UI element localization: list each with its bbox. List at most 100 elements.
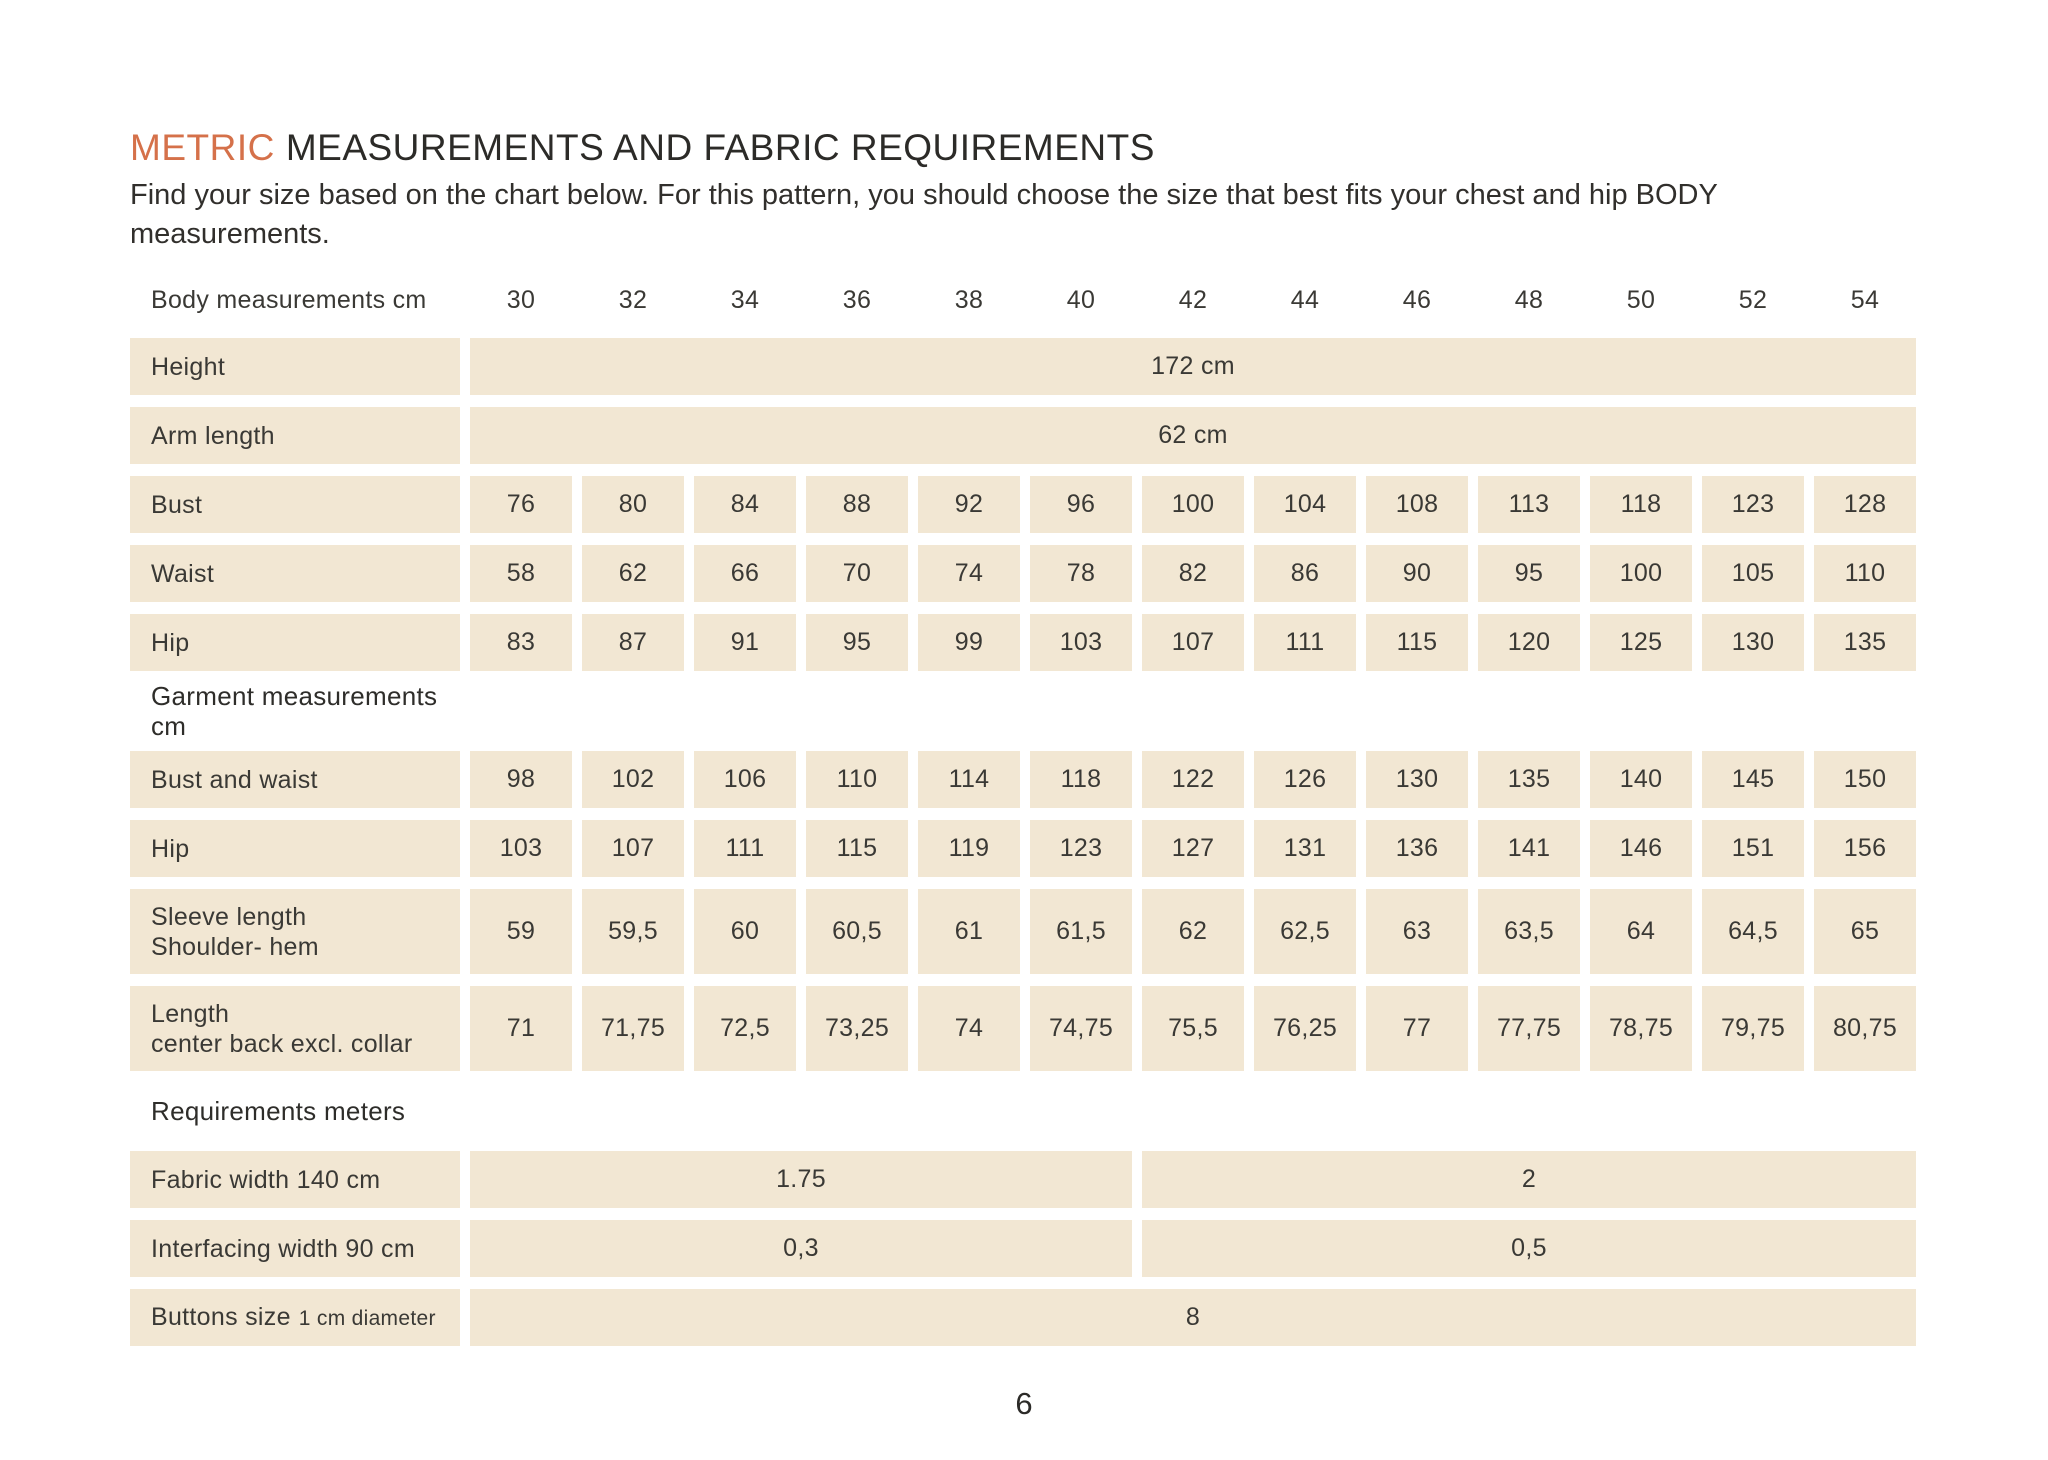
value-cell: 103 bbox=[1030, 614, 1132, 671]
row-label-line: Height bbox=[151, 352, 225, 382]
value-cell: 120 bbox=[1478, 614, 1580, 671]
value-cell: 146 bbox=[1590, 820, 1692, 877]
row-label: Body measurements cm bbox=[151, 286, 427, 314]
table-row: Body measurements cm 30 32 34 36 38 40 42 44 46 48… bbox=[130, 278, 1916, 322]
value-cell: 80,75 bbox=[1814, 986, 1916, 1071]
value-cell: 106 bbox=[694, 751, 796, 808]
row-label: Height bbox=[151, 352, 226, 381]
table-row: Length center back excl. collar 71 71,75 72,… bbox=[130, 986, 1916, 1071]
value-cell: 72,5 bbox=[694, 986, 796, 1071]
row-label: Waist bbox=[151, 559, 215, 588]
value-cell: 150 bbox=[1814, 751, 1916, 808]
row-label-2: Shoulder- hem bbox=[151, 932, 319, 961]
value-cell: 82 bbox=[1142, 545, 1244, 602]
value-cell: 74,75 bbox=[1030, 986, 1132, 1071]
value-cell: 71 bbox=[470, 986, 572, 1071]
value-cell: 64,5 bbox=[1702, 889, 1804, 974]
row-label-line: Buttons size 1 cm diameter bbox=[151, 1302, 436, 1334]
table-row: Height 172 cm bbox=[130, 338, 1916, 395]
value-cell: 74 bbox=[918, 545, 1020, 602]
value-cell: 110 bbox=[1814, 545, 1916, 602]
value-cell: 66 bbox=[694, 545, 796, 602]
row-label-cell: Requirements meters bbox=[130, 1083, 460, 1139]
value-cell: 87 bbox=[582, 614, 684, 671]
table-row: Bust 76 80 84 88 92 96 100 104 108 113 118 123 128 bbox=[130, 476, 1916, 533]
value-cell: 125 bbox=[1590, 614, 1692, 671]
value-cell: 135 bbox=[1478, 751, 1580, 808]
value-span-cell: 172 cm bbox=[470, 338, 1916, 395]
table-row: Waist 58 62 66 70 74 78 82 86 90 95 100 105 110 bbox=[130, 545, 1916, 602]
row-label: Bust and waist bbox=[151, 765, 318, 794]
value-cell: 95 bbox=[806, 614, 908, 671]
subtitle-line-2: measurements. bbox=[130, 218, 330, 250]
table-row: Hip 103 107 111 115 119 123 127 131 136 141 146 151 1… bbox=[130, 820, 1916, 877]
size-header-cell: 40 bbox=[1066, 285, 1096, 314]
value-cell: 98 bbox=[470, 751, 572, 808]
value-cell: 77 bbox=[1366, 986, 1468, 1071]
row-label: Hip bbox=[151, 834, 190, 863]
value-cell: 96 bbox=[1030, 476, 1132, 533]
value-span-right-cell: 2 bbox=[1142, 1151, 1916, 1208]
row-label: Length bbox=[151, 999, 230, 1028]
row-label-cell: Arm length bbox=[130, 407, 460, 464]
row-label-line: Interfacing width 90 cm bbox=[151, 1234, 415, 1264]
value-cell: 107 bbox=[582, 820, 684, 877]
subtitle-line-1: Find your size based on the chart below.… bbox=[130, 179, 1718, 211]
size-header-cell: 42 bbox=[1178, 285, 1208, 314]
row-label: Fabric width 140 cm bbox=[151, 1165, 381, 1194]
value-cell: 108 bbox=[1366, 476, 1468, 533]
value-cell: 99 bbox=[918, 614, 1020, 671]
value-cell: 110 bbox=[806, 751, 908, 808]
row-label-line: Waist bbox=[151, 559, 214, 589]
value-cell: 100 bbox=[1142, 476, 1244, 533]
row-label-line: Hip bbox=[151, 834, 189, 864]
value-cell: 65 bbox=[1814, 889, 1916, 974]
row-label-cell: Hip bbox=[130, 614, 460, 671]
value-cell: 118 bbox=[1590, 476, 1692, 533]
value-cell: 58 bbox=[470, 545, 572, 602]
value-cell: 70 bbox=[806, 545, 908, 602]
value-cell: 78,75 bbox=[1590, 986, 1692, 1071]
value-cell: 113 bbox=[1478, 476, 1580, 533]
row-label-line: Hip bbox=[151, 628, 189, 658]
value-cell: 103 bbox=[470, 820, 572, 877]
row-label-cell: Bust and waist bbox=[130, 751, 460, 808]
row-label: Hip bbox=[151, 628, 190, 657]
value-cell: 130 bbox=[1702, 614, 1804, 671]
page-content: METRIC MEASUREMENTS AND FABRIC REQUIREMEN… bbox=[130, 126, 1916, 1358]
row-label-line-2: Shoulder- hem bbox=[151, 932, 319, 962]
value-cell: 62 bbox=[582, 545, 684, 602]
value-cell: 127 bbox=[1142, 820, 1244, 877]
row-label: Arm length bbox=[151, 421, 275, 450]
value-cell: 63,5 bbox=[1478, 889, 1580, 974]
row-label-line: Arm length bbox=[151, 421, 275, 451]
value-cell: 63 bbox=[1366, 889, 1468, 974]
page-number: 6 bbox=[1015, 1386, 1033, 1421]
size-header-cell: 44 bbox=[1290, 285, 1320, 314]
value-span-cell: 8 bbox=[470, 1289, 1916, 1346]
value-cell: 64 bbox=[1590, 889, 1692, 974]
value-cell: 111 bbox=[694, 820, 796, 877]
row-label-line: Bust bbox=[151, 490, 202, 520]
row-label-cell: Fabric width 140 cm bbox=[130, 1151, 460, 1208]
row-label-cell: Body measurements cm bbox=[130, 278, 460, 322]
value-cell: 76 bbox=[470, 476, 572, 533]
value-cell: 126 bbox=[1254, 751, 1356, 808]
row-label: Requirements meters bbox=[151, 1096, 406, 1126]
row-label-line: Length bbox=[151, 999, 229, 1029]
value-cell: 107 bbox=[1142, 614, 1244, 671]
row-label-cell: Hip bbox=[130, 820, 460, 877]
value-cell: 91 bbox=[694, 614, 796, 671]
value-cell: 115 bbox=[1366, 614, 1468, 671]
row-label-2: center back excl. collar bbox=[151, 1029, 413, 1058]
size-header-cell: 38 bbox=[954, 285, 984, 314]
row-label: Bust bbox=[151, 490, 203, 519]
row-label-line: Garment measurements cm bbox=[151, 681, 460, 741]
value-span-left-cell: 1.75 bbox=[470, 1151, 1132, 1208]
value-cell: 111 bbox=[1254, 614, 1356, 671]
size-header-cell: 32 bbox=[618, 285, 648, 314]
value-span-left-cell: 0,3 bbox=[470, 1220, 1132, 1277]
value-cell: 156 bbox=[1814, 820, 1916, 877]
value-cell: 119 bbox=[918, 820, 1020, 877]
